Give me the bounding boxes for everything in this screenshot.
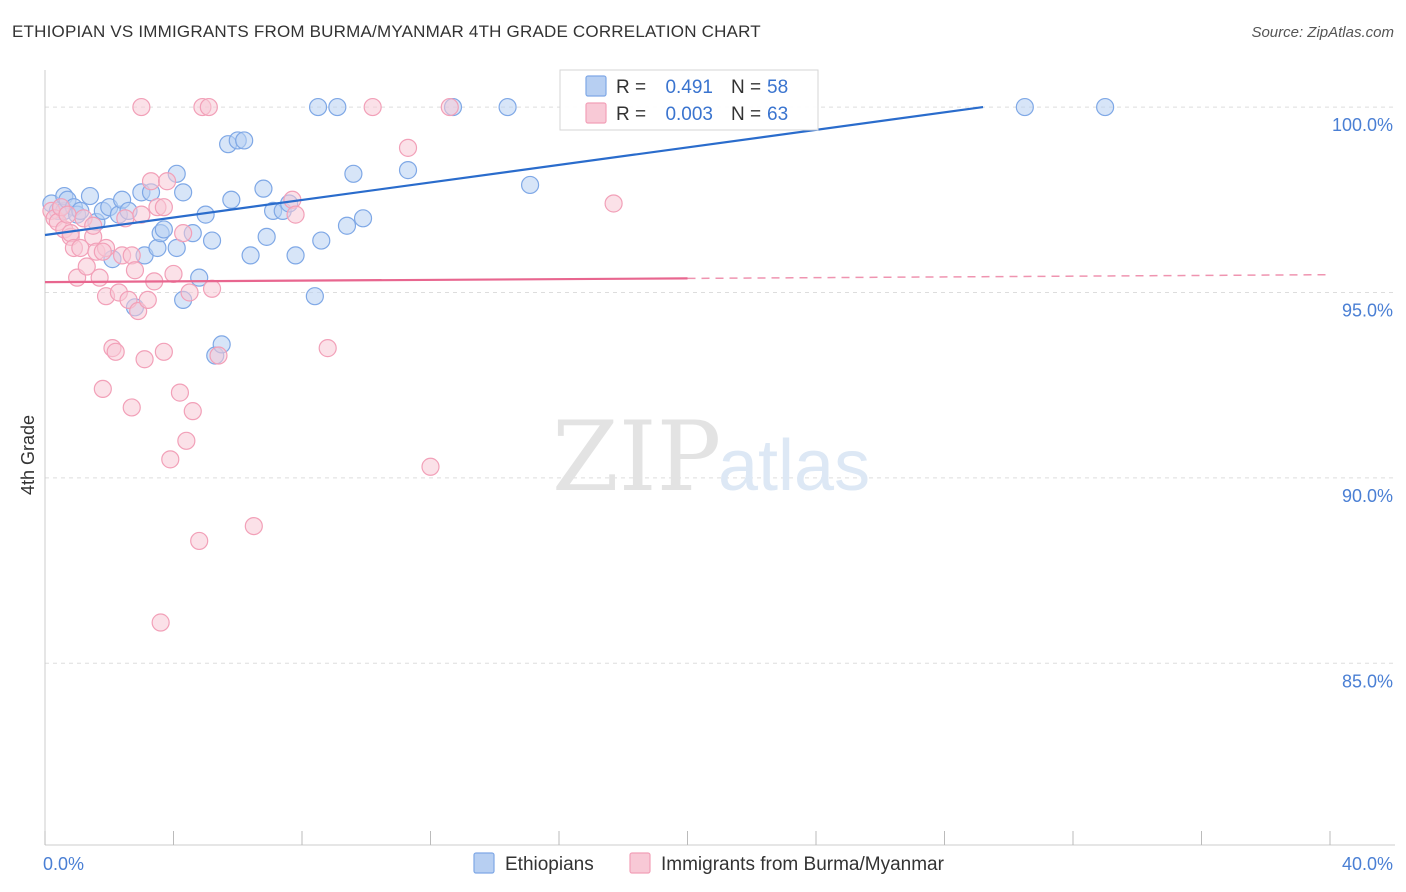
burma-point <box>318 339 337 358</box>
ethiopian-trend-line <box>44 105 984 237</box>
ethiopian-point <box>520 175 540 195</box>
legend-r-label: R = <box>616 104 646 125</box>
ethiopian-point <box>308 97 328 117</box>
ethiopian-point <box>154 220 173 239</box>
burma-point <box>106 342 125 361</box>
legend-swatch <box>585 75 607 97</box>
ethiopian-point <box>222 190 241 209</box>
ethiopian-point <box>148 238 167 258</box>
ethiopian-point <box>344 164 363 183</box>
legend-r-value: 0.491 <box>665 77 713 98</box>
burma-point <box>183 402 202 421</box>
burma-point <box>199 97 218 117</box>
burma-point <box>138 290 157 310</box>
burma-point <box>174 224 193 243</box>
burma-point <box>154 342 173 361</box>
burma-point <box>157 172 177 191</box>
burma-point <box>440 97 459 117</box>
burma-point <box>202 279 222 298</box>
x-tick-label-max: 40.0% <box>1342 854 1393 874</box>
burma-point <box>132 205 151 224</box>
burma-point <box>90 268 109 287</box>
ethiopian-point <box>202 231 222 250</box>
y-tick-label: 85.0% <box>1342 671 1393 691</box>
x-tick-label-min: 0.0% <box>43 854 84 874</box>
bottom-legend-swatch <box>629 852 651 874</box>
bottom-legend: Ethiopians Immigrants from Burma/Myanmar <box>473 852 945 875</box>
legend-r-value: 0.003 <box>665 104 713 125</box>
burma-point <box>93 379 112 398</box>
watermark: ZIP atlas <box>552 401 870 513</box>
bottom-legend-swatch <box>473 852 495 874</box>
burma-point <box>421 457 440 476</box>
ethiopian-point <box>328 97 347 117</box>
burma-point <box>132 97 151 117</box>
ethiopian-point <box>241 246 260 265</box>
burma-point <box>84 216 103 235</box>
burma-point <box>154 198 173 217</box>
y-tick-labels: 100.0% 95.0% 90.0% 85.0% <box>1332 115 1393 691</box>
trend-lines <box>44 105 1331 284</box>
ethiopian-point <box>235 131 254 150</box>
watermark-zip: ZIP <box>552 401 721 513</box>
bottom-legend-label: Immigrants from Burma/Myanmar <box>661 854 945 875</box>
legend-swatch <box>585 102 607 124</box>
ethiopian-point <box>257 227 276 246</box>
burma-trend-line <box>44 277 688 284</box>
burma-point <box>209 346 228 365</box>
burma-point <box>180 283 199 302</box>
data-points <box>42 97 1115 632</box>
bottom-legend-label: Ethiopians <box>505 854 594 875</box>
legend-n-label: N = <box>731 77 761 98</box>
burma-point <box>286 205 305 224</box>
ethiopian-point <box>312 231 331 250</box>
burma-point <box>122 398 141 417</box>
source-credit: Source: ZipAtlas.com <box>1251 24 1394 41</box>
ethiopian-point <box>337 216 357 235</box>
burma-point <box>244 517 263 536</box>
ethiopian-point <box>174 183 193 202</box>
ethiopian-point <box>1096 97 1115 117</box>
ethiopian-point <box>498 97 517 117</box>
burma-point <box>122 246 141 265</box>
ethiopian-point <box>353 209 373 228</box>
burma-point <box>141 172 161 191</box>
x-tick-labels: 0.0% 40.0% <box>43 854 1393 874</box>
burma-point <box>93 242 112 261</box>
ethiopian-point <box>286 246 305 265</box>
chart-title: ETHIOPIAN VS IMMIGRANTS FROM BURMA/MYANM… <box>12 22 761 41</box>
burma-point <box>135 350 154 369</box>
burma-point <box>363 97 382 117</box>
y-tick-label: 90.0% <box>1342 486 1393 506</box>
legend-n-value: 63 <box>767 104 788 125</box>
burma-point <box>151 613 170 632</box>
y-tick-label: 100.0% <box>1332 115 1393 135</box>
burma-point <box>177 431 196 450</box>
legend-box: R = 0.491 N = 58 R = 0.003 N = 63 <box>559 69 819 131</box>
legend-n-label: N = <box>731 104 761 125</box>
ethiopian-point <box>398 161 418 180</box>
burma-trend-extension <box>687 273 1331 280</box>
ethiopian-point <box>1015 97 1034 117</box>
burma-point <box>170 383 190 402</box>
legend-n-value: 58 <box>767 77 788 98</box>
burma-point <box>77 257 96 276</box>
burma-point <box>58 205 77 224</box>
watermark-atlas: atlas <box>718 426 870 506</box>
ethiopian-point <box>80 186 100 206</box>
legend-r-label: R = <box>616 77 646 98</box>
y-axis-label: 4th Grade <box>18 415 38 495</box>
burma-point <box>190 531 209 551</box>
y-tick-label: 95.0% <box>1342 300 1393 320</box>
gridlines <box>45 106 1395 664</box>
burma-point <box>161 450 180 469</box>
burma-point <box>125 261 145 280</box>
burma-point <box>604 194 623 213</box>
burma-point <box>398 138 418 157</box>
ethiopian-point <box>254 179 273 198</box>
burma-point <box>164 264 183 284</box>
ethiopian-point <box>305 287 324 306</box>
